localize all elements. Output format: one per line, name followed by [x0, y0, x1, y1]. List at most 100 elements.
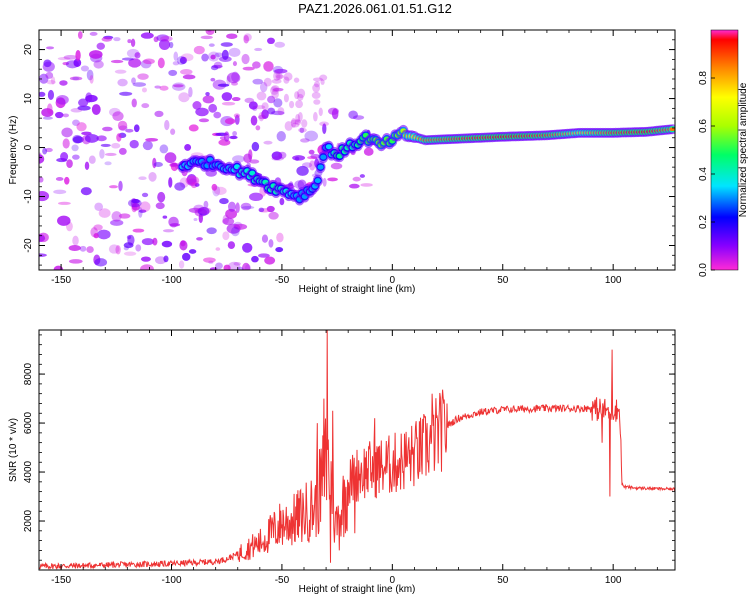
spectrum-noise-blob	[89, 75, 94, 84]
spectrum-noise-blob	[250, 115, 258, 126]
spectrum-noise-blob	[179, 240, 188, 251]
ridge-core	[325, 144, 332, 150]
spectrum-noise-blob	[43, 59, 52, 68]
spectrum-noise-blob	[294, 119, 302, 126]
spectrum-noise-blob	[271, 156, 284, 161]
spectrum-noise-blob	[161, 240, 173, 248]
spectrum-noise-blob	[198, 118, 210, 123]
spectrum-noise-blob	[206, 227, 217, 235]
spectrum-noise-blob	[222, 214, 229, 225]
spectrum-noise-blob	[84, 133, 99, 143]
spectrum-noise-blob	[71, 144, 79, 152]
spectrum-noise-blob	[210, 65, 219, 71]
spectrum-noise-blob	[261, 102, 269, 111]
spectrum-noise-blob	[80, 187, 92, 196]
spectrum-noise-blob	[227, 261, 241, 270]
colorbar-tick-label: 0.4	[698, 167, 709, 181]
spectrum-noise-blob	[159, 85, 169, 91]
snr-x-tick-label: -100	[161, 575, 181, 586]
spectrum-noise-blob	[275, 72, 283, 81]
spectrum-noise-blob	[310, 154, 321, 159]
spectrum-noise-blob	[125, 128, 134, 133]
spectrum-noise-blob	[86, 69, 94, 81]
spectrum-noise-blob	[131, 77, 136, 85]
spectrum-noise-blob	[55, 95, 69, 105]
spectrum-noise-blob	[88, 155, 96, 164]
page-title: PAZ1.2026.061.01.51.G12	[298, 1, 452, 16]
spectrum-noise-blob	[192, 101, 202, 110]
spectrum-noise-blob	[132, 228, 145, 233]
spectrum-noise-blob	[243, 35, 249, 44]
spectrum-noise-blob	[39, 176, 44, 183]
spectrum-noise-blob	[180, 68, 193, 75]
spectrum-noise-blob	[295, 100, 303, 109]
spectrum-noise-blob	[278, 151, 287, 159]
spectrum-noise-blob	[198, 213, 203, 224]
spectrum-noise-blob	[72, 119, 80, 126]
spectrum-noise-blob	[119, 91, 133, 96]
spectrum-noise-blob	[93, 224, 103, 231]
spectrum-noise-blob	[223, 131, 230, 142]
spectrum-noise-blob	[153, 161, 163, 168]
spectrogram-y-tick-label: 10	[23, 93, 34, 105]
spectrum-noise-blob	[69, 76, 83, 81]
spectrum-noise-blob	[273, 98, 283, 108]
spectrum-noise-blob	[94, 258, 108, 267]
snr-x-axis: -150 -100 -50 0 50 100	[38, 330, 658, 586]
spectrum-noise-blob	[128, 58, 142, 68]
spectrogram-y-tick-label: 20	[23, 44, 34, 56]
spectrum-noise-blob	[104, 161, 112, 166]
spectrum-noise-blob	[60, 152, 69, 162]
spectrogram-y-axis: -20 -10 0 10 20	[23, 29, 675, 266]
spectrum-noise-blob	[359, 174, 366, 178]
spectrum-noise-blob	[275, 246, 284, 253]
spectrum-noise-blob	[221, 101, 236, 106]
colorbar-axis: 0.0 0.2 0.4 0.6 0.8	[698, 71, 715, 277]
spectrum-noise-blob	[42, 116, 53, 120]
spectrum-noise-blob	[57, 57, 71, 61]
spectrum-noise-blob	[72, 235, 79, 246]
spectrum-noise-blob	[231, 96, 241, 102]
spectrum-noise-blob	[235, 202, 240, 214]
spectrum-noise-blob	[222, 231, 230, 241]
spectrum-noise-blob	[154, 85, 161, 89]
spectrum-noise-blob	[241, 262, 251, 270]
spectrum-noise-blob	[162, 215, 168, 219]
spectrum-noise-blob	[283, 72, 293, 81]
spectrum-noise-blob	[157, 191, 166, 203]
spectrum-noise-blob	[173, 84, 184, 88]
spectrum-noise-blob	[271, 85, 280, 93]
spectrogram-x-tick-label: 50	[497, 275, 509, 286]
spectrogram-x-tick-label: -100	[161, 275, 181, 286]
spectrum-noise-blob	[268, 239, 274, 248]
spectrum-noise-blob	[221, 92, 233, 102]
spectrum-noise-blob	[296, 165, 309, 176]
spectrum-noise-blob	[248, 101, 258, 110]
spectrum-noise-blob	[164, 119, 170, 131]
spectrum-noise-blob	[114, 69, 127, 74]
snr-panel: -150 -100 -50 0 50 100 2000 4000 6000 8000 Heigh…	[8, 329, 676, 595]
spectrum-noise-blob	[178, 92, 190, 103]
spectrum-noise-blob	[297, 88, 306, 99]
spectrum-noise-blob	[134, 52, 141, 59]
spectrum-noise-blob	[176, 56, 186, 65]
spectrum-noise-blob	[81, 131, 92, 136]
spectrum-noise-blob	[39, 91, 46, 97]
spectrum-noise-blob	[113, 37, 121, 42]
spectrum-noise-blob	[215, 262, 223, 270]
spectrum-noise-blob	[139, 201, 151, 212]
spectrum-noise-blob	[118, 213, 131, 219]
snr-y-tick-label: 2000	[23, 509, 34, 532]
spectrum-noise-blob	[127, 39, 132, 44]
spectrum-noise-blob	[320, 79, 325, 85]
spectrum-noise-blob	[170, 128, 176, 135]
snr-x-tick-label: 50	[497, 575, 509, 586]
spectrum-noise-blob	[258, 253, 270, 258]
spectrum-noise-blob	[160, 35, 173, 42]
spectrum-noise-blob	[197, 207, 212, 214]
spectrum-noise-blob	[96, 42, 105, 50]
spectrum-noise-blob	[42, 147, 48, 155]
spectrum-noise-blob	[360, 183, 373, 187]
spectrum-noise-blob	[312, 83, 321, 93]
